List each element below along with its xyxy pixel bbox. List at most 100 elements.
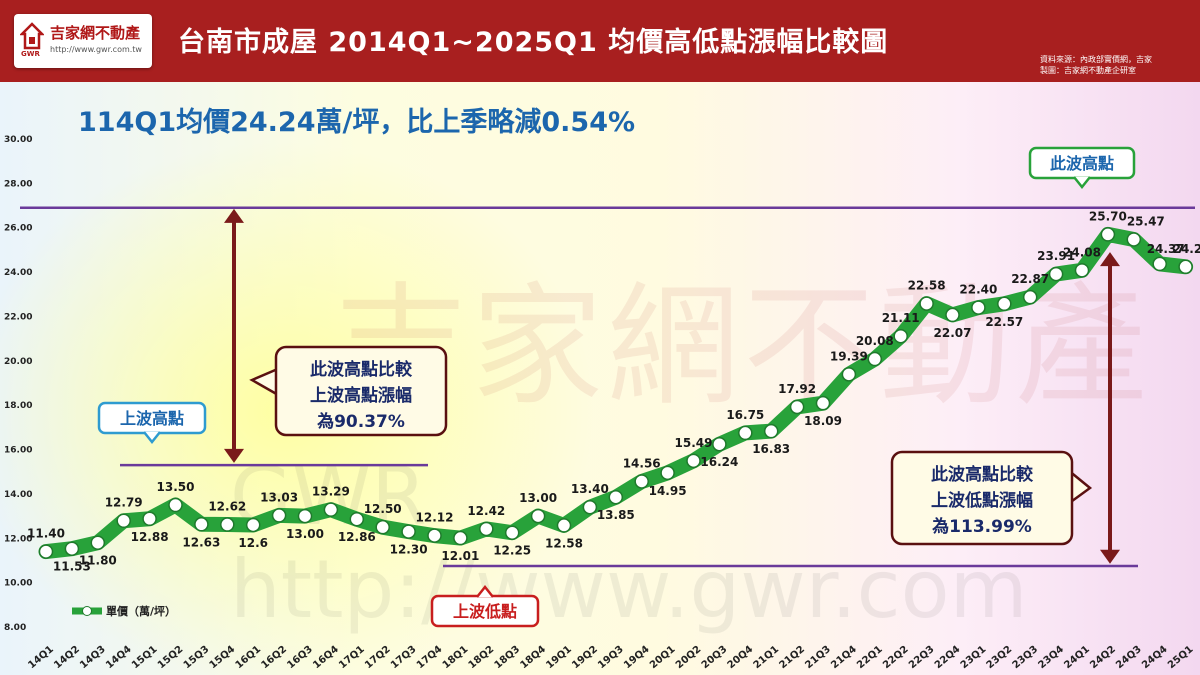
data-label: 22.40 xyxy=(959,283,997,297)
callout-prev-high-box xyxy=(274,345,448,437)
data-point xyxy=(867,351,883,367)
data-point xyxy=(64,541,80,556)
y-tick-label: 12.00 xyxy=(4,534,32,544)
data-label: 22.87 xyxy=(1011,272,1049,286)
x-tick-label: 23Q2 xyxy=(985,644,1015,671)
x-tick-label: 16Q1 xyxy=(234,644,264,671)
data-label: 11.80 xyxy=(79,554,117,568)
callout-prev-low-line-2: 上波低點漲幅 xyxy=(931,490,1033,511)
logo-url: http://www.gwr.com.tw xyxy=(50,45,142,54)
data-point xyxy=(763,423,779,439)
data-label: 12.88 xyxy=(131,530,169,544)
callout-prev-high-line-3: 為90.37% xyxy=(317,411,405,432)
data-point xyxy=(789,399,805,415)
data-point xyxy=(1152,256,1167,272)
data-label: 12.58 xyxy=(545,536,583,550)
data-point xyxy=(712,436,727,452)
x-tick-label: 14Q2 xyxy=(52,644,82,671)
legend-label: 單價（萬/坪） xyxy=(106,604,176,618)
data-label: 13.85 xyxy=(597,508,635,522)
data-point xyxy=(194,517,209,532)
logo-name: 吉家網不動產 xyxy=(50,24,141,42)
x-tick-label: 22Q3 xyxy=(907,644,937,671)
data-point xyxy=(401,524,416,539)
data-point xyxy=(608,489,624,505)
data-point xyxy=(582,499,598,515)
data-label: 14.95 xyxy=(649,484,687,498)
y-tick-label: 8.00 xyxy=(4,623,26,633)
data-label: 12.01 xyxy=(441,549,479,563)
label-prev-low-text: 上波低點 xyxy=(453,602,517,621)
x-tick-label: 16Q3 xyxy=(285,644,315,671)
x-tick-label: 18Q4 xyxy=(518,644,548,671)
data-point xyxy=(90,535,106,550)
y-tick-label: 18.00 xyxy=(4,401,32,411)
data-label: 12.79 xyxy=(105,496,143,510)
house-logo-icon: GWR xyxy=(20,22,44,58)
data-label: 22.07 xyxy=(934,326,972,340)
data-label: 12.25 xyxy=(493,544,531,558)
data-point xyxy=(556,518,572,533)
x-tick-label: 21Q3 xyxy=(803,644,833,671)
x-tick-label: 24Q4 xyxy=(1140,644,1170,671)
x-tick-label: 23Q1 xyxy=(959,644,989,671)
x-tick-label: 23Q3 xyxy=(1011,644,1041,671)
logo[interactable]: GWR 吉家網不動產 http://www.gwr.com.tw xyxy=(14,14,152,68)
callout-prev-high-line-2: 上波高點漲幅 xyxy=(310,385,412,406)
label-prev-high-tip xyxy=(143,431,161,445)
y-tick-label: 10.00 xyxy=(4,579,32,589)
data-point xyxy=(220,517,235,532)
arrow-prev-high-head-bottom xyxy=(224,448,244,463)
data-label: 13.50 xyxy=(157,480,195,494)
arrow-prev-low-head-bottom xyxy=(1100,549,1120,564)
x-tick-label: 23Q4 xyxy=(1036,644,1066,671)
y-tick-label: 20.00 xyxy=(4,357,32,367)
data-label: 12.50 xyxy=(364,502,402,516)
x-tick-label: 22Q2 xyxy=(881,644,911,671)
callout-prev-high-pointer xyxy=(249,366,281,398)
y-tick-label: 14.00 xyxy=(4,490,32,500)
y-tick-label: 30.00 xyxy=(4,135,32,145)
x-tick-label: 18Q3 xyxy=(493,644,523,671)
callout-prev-high-line-1: 此波高點比較 xyxy=(310,359,413,380)
data-point xyxy=(1178,259,1193,275)
data-label: 11.53 xyxy=(53,560,91,574)
x-tick-label: 20Q2 xyxy=(674,644,704,671)
data-point xyxy=(375,519,390,535)
page-title: 台南市成屋 2014Q1~2025Q1 均價高低點漲幅比較圖 xyxy=(178,27,889,58)
data-point xyxy=(116,513,131,528)
x-tick-label: 16Q4 xyxy=(311,644,341,671)
x-tick-label: 22Q1 xyxy=(855,644,885,671)
data-label: 13.03 xyxy=(260,490,298,504)
x-tick-label: 20Q4 xyxy=(726,644,756,671)
callout-prev-low-line-3: 為113.99% xyxy=(932,516,1032,537)
x-tick-label: 15Q2 xyxy=(156,644,186,671)
x-tick-label: 15Q4 xyxy=(208,644,238,671)
data-point xyxy=(349,511,365,527)
y-tick-label: 16.00 xyxy=(4,446,32,456)
x-tick-label: 14Q3 xyxy=(78,644,108,671)
y-tick-label: 24.00 xyxy=(4,268,32,278)
x-tick-label: 19Q3 xyxy=(596,644,626,671)
data-label: 12.42 xyxy=(467,504,505,518)
x-tick-label: 17Q3 xyxy=(389,644,419,671)
arrow-prev-low-head-top xyxy=(1100,252,1120,267)
data-label: 20.08 xyxy=(856,334,894,348)
data-label: 15.49 xyxy=(675,436,713,450)
x-tick-label: 20Q3 xyxy=(700,644,730,671)
x-tick-label: 18Q2 xyxy=(467,644,497,671)
data-label: 24.24 xyxy=(1173,242,1200,256)
plot-background xyxy=(0,82,1200,675)
x-tick-label: 25Q1 xyxy=(1166,644,1196,671)
data-point xyxy=(841,367,857,382)
data-point xyxy=(38,544,54,559)
x-tick-label: 14Q1 xyxy=(26,644,56,671)
data-point xyxy=(1126,232,1142,247)
data-label: 13.29 xyxy=(312,485,350,499)
data-point xyxy=(971,300,986,315)
chart-subtitle: 114Q1均價24.24萬/坪，比上季略減0.54% xyxy=(78,107,636,138)
data-point xyxy=(815,395,831,411)
data-label: 19.39 xyxy=(830,349,868,363)
y-tick-label: 28.00 xyxy=(4,179,32,189)
source-line-1: 資料來源：內政部實價網，吉家 xyxy=(1040,55,1152,64)
